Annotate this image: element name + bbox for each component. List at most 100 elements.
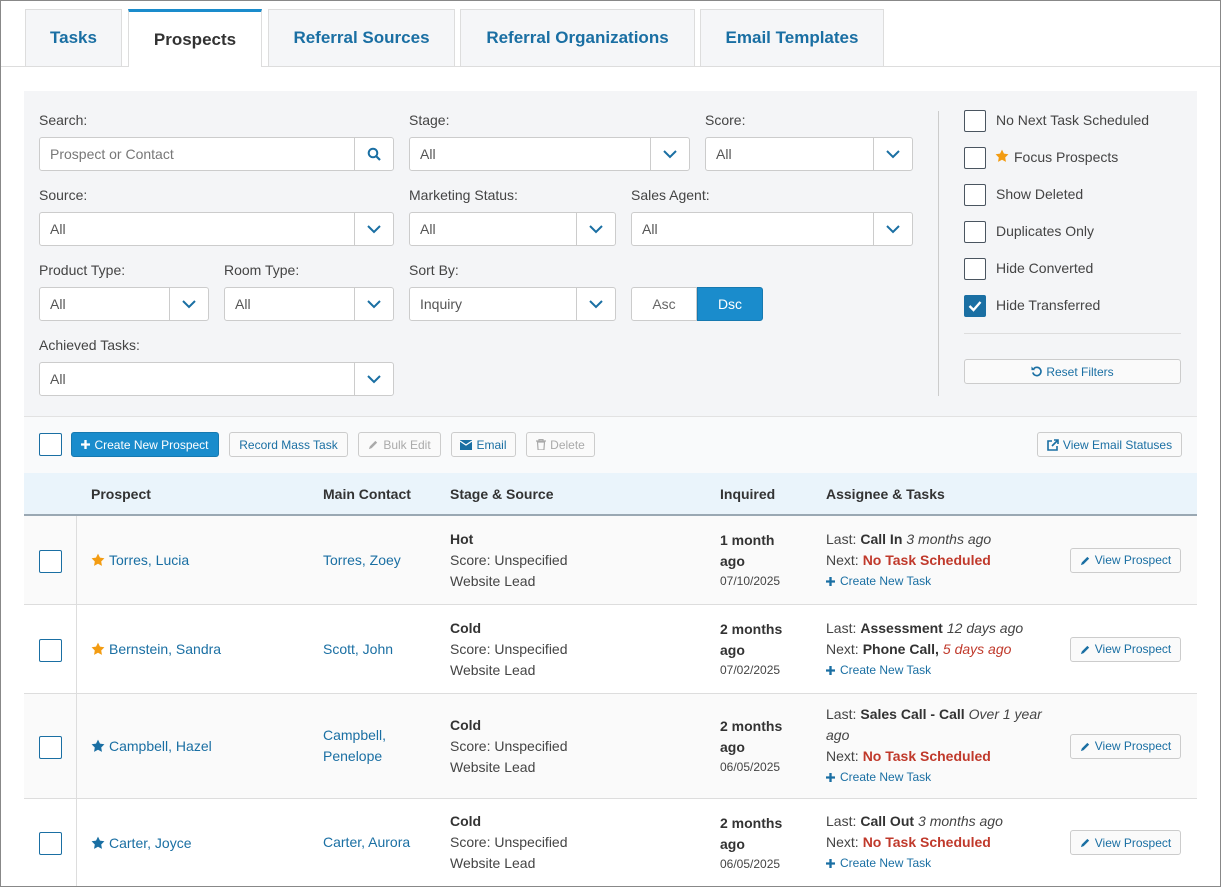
inquired: 2 months ago	[720, 814, 783, 852]
dropdown[interactable]: All	[39, 287, 209, 321]
view-prospect-button[interactable]: View Prospect	[1070, 636, 1181, 662]
dropdown[interactable]: All	[631, 212, 913, 246]
checkbox[interactable]	[964, 258, 986, 280]
create-task-link[interactable]: Create New Task	[826, 571, 991, 592]
column-header: Stage & Source	[450, 486, 554, 502]
button-label: Record Mass Task	[239, 437, 338, 452]
button-label: View Prospect	[1094, 642, 1172, 656]
source: Website Lead	[450, 661, 536, 678]
contact-link[interactable]: Torres, Zoey	[323, 551, 401, 568]
dropdown[interactable]: All	[705, 137, 913, 171]
contact-link[interactable]: Scott, John	[323, 640, 394, 657]
stage: Cold	[450, 813, 482, 829]
tab[interactable]: Referral Organizations	[460, 9, 695, 66]
checkbox[interactable]	[964, 147, 986, 169]
prospect-link[interactable]: Bernstein, Sandra	[109, 641, 222, 657]
checkbox[interactable]	[964, 221, 986, 243]
column-header: Prospect	[91, 486, 151, 502]
dropdown[interactable]: All	[39, 212, 394, 246]
create-task-link[interactable]: Create New Task	[826, 660, 1023, 681]
column-header: Main Contact	[323, 486, 411, 502]
contact-link[interactable]: Campbell, Penelope	[323, 727, 387, 764]
dropdown-value: All	[420, 221, 436, 237]
prospect-link[interactable]: Campbell, Hazel	[109, 738, 212, 754]
source: Website Lead	[450, 758, 536, 775]
table-row: Campbell, Hazel Campbell, Penelope Cold Sco…	[24, 694, 1197, 799]
view-email-statuses-button[interactable]: View Email Statuses	[1037, 432, 1182, 457]
dropdown[interactable]: All	[409, 137, 690, 171]
last-task-when: Over 1 year ago	[826, 706, 1042, 743]
contact-link[interactable]: Carter, Aurora	[323, 834, 411, 850]
dropdown[interactable]: All	[39, 362, 394, 396]
sort-order-button[interactable]: Dsc	[697, 287, 763, 321]
search-input[interactable]: Prospect or Contact	[39, 137, 394, 171]
tab[interactable]: Referral Sources	[268, 9, 455, 66]
next-label: Next:	[826, 834, 859, 850]
last-label: Last:	[826, 530, 857, 547]
prospect-cell: Torres, Lucia	[91, 516, 189, 604]
sort-order-button[interactable]: Asc	[631, 287, 697, 321]
checkbox[interactable]	[964, 184, 986, 206]
search-button[interactable]	[354, 138, 393, 170]
last-task-when: 12 days ago	[946, 619, 1024, 636]
last-task: Last: Call Out 3 months ago	[826, 811, 1003, 832]
row-checkbox[interactable]	[39, 549, 62, 573]
row-divider	[76, 516, 77, 604]
tab[interactable]: Prospects	[128, 9, 262, 67]
dropdown-value: All	[420, 146, 436, 162]
checkbox[interactable]	[964, 110, 986, 132]
toolbar-button[interactable]: Create New Prospect	[71, 432, 219, 457]
prospect-link[interactable]: Torres, Lucia	[109, 552, 190, 568]
toolbar-button[interactable]: Email	[451, 432, 516, 457]
table-row: Carter, Joyce Carter, Aurora Cold Score: Un…	[24, 799, 1197, 886]
dropdown[interactable]: All	[409, 212, 616, 246]
contact-cell: Campbell, Penelope	[323, 694, 423, 798]
filter-label: Source:	[39, 187, 88, 203]
link-label: Create New Task	[840, 856, 932, 870]
dropdown[interactable]: All	[224, 287, 394, 321]
link-label: Create New Task	[840, 662, 932, 677]
prospect-cell: Carter, Joyce	[91, 799, 191, 886]
tab[interactable]: Email Templates	[700, 9, 884, 66]
toolbar-button[interactable]: Record Mass Task	[229, 432, 348, 457]
table-row: Bernstein, Sandra Scott, John Cold Score: U…	[24, 605, 1197, 694]
tasks-block: Last: Call In 3 months ago Next: No Task Sch…	[826, 529, 991, 592]
filter-label: Sales Agent:	[631, 187, 710, 203]
score: Score: Unspecified	[450, 737, 568, 754]
checkbox[interactable]	[964, 295, 986, 317]
checkbox-label: Duplicates Only	[996, 223, 1095, 239]
row-divider	[76, 694, 77, 798]
view-prospect-button[interactable]: View Prospect	[1070, 733, 1181, 759]
prospect-link[interactable]: Carter, Joyce	[109, 834, 192, 851]
next-task: Next: No Task Scheduled	[826, 746, 1044, 767]
dropdown-arrow	[576, 213, 615, 245]
last-label: Last:	[826, 813, 857, 829]
last-task-name: Call In	[860, 530, 903, 547]
link-label: Create New Task	[840, 770, 932, 784]
next-task-name: No Task Scheduled	[862, 551, 991, 568]
tab[interactable]: Tasks	[25, 9, 122, 66]
next-task-name: No Task Scheduled	[862, 748, 991, 764]
dropdown[interactable]: Inquiry	[409, 287, 616, 321]
create-task-link[interactable]: Create New Task	[826, 767, 1044, 788]
next-task-name: No Task Scheduled	[862, 834, 991, 850]
stage-cell: Cold Score: Unspecified Website Lead	[450, 605, 700, 693]
next-task-when: 5 days ago	[942, 640, 1012, 657]
inquired-block: 1 month ago 07/10/2025	[720, 530, 802, 590]
stage-cell: Cold Score: Unspecified Website Lead	[450, 694, 700, 798]
row-checkbox[interactable]	[39, 832, 62, 855]
row-checkbox[interactable]	[39, 638, 62, 662]
assignee-cell: Last: Assessment 12 days ago Next: Phone Cal…	[826, 605, 1044, 693]
reset-filters-button[interactable]: Reset Filters	[964, 359, 1181, 384]
filter-label: Product Type:	[39, 262, 126, 278]
prospect-cell: Bernstein, Sandra	[91, 605, 221, 693]
create-task-link[interactable]: Create New Task	[826, 853, 1003, 874]
row-checkbox[interactable]	[39, 735, 62, 759]
button-label: Reset Filters	[1046, 364, 1114, 379]
table-row: Torres, Lucia Torres, Zoey Hot Score: Unspe…	[24, 516, 1197, 605]
dropdown-value: All	[235, 296, 251, 312]
select-all-checkbox[interactable]	[39, 433, 62, 456]
view-prospect-button[interactable]: View Prospect	[1070, 547, 1181, 573]
view-prospect-button[interactable]: View Prospect	[1070, 830, 1181, 855]
inquired-date: 06/05/2025	[720, 760, 781, 774]
